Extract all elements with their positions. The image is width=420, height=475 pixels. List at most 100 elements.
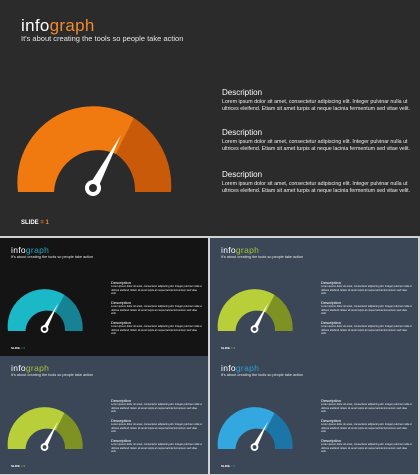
gauge-needle [253,421,269,448]
gauge-arc-light [217,407,275,449]
gauge-arc-dark [55,412,83,449]
slide-label: SLIDE [11,346,20,350]
slide-title: infograph [21,16,95,36]
gauge-needle [253,303,269,330]
gauge-arc-dark [116,118,172,192]
title-part-graph: graph [235,363,260,373]
description-body: Lorem ipsum dolor sit amet, consectetur … [111,403,202,414]
title-part-graph: graph [235,245,260,255]
description-title: Description [321,438,342,443]
description-body: Lorem ipsum dolor sit amet, consectetur … [222,139,411,153]
gauge-arc-light [217,289,275,331]
description-body: Lorem ipsum dolor sit amet, consectetur … [321,403,412,414]
gauge-needle [43,303,59,330]
main-slide[interactable]: infograph It's about creating the tools … [0,0,420,236]
slide-number: SLIDE = 1 [221,346,235,350]
slide-subtitle: It's about creating the tools so people … [221,255,304,259]
title-part-info: info [11,245,26,255]
gauge-chart [7,289,83,333]
description-title: Description [222,170,263,179]
slide-title: infograph [221,245,259,255]
title-part-info: info [21,16,50,35]
description-block: Description Lorem ipsum dolor sit amet, c… [111,418,203,434]
gauge-chart [17,106,172,196]
description-body: Lorem ipsum dolor sit amet, consectetur … [111,423,202,434]
slide-number-value: 1 [233,464,235,468]
gauge-arc-light [7,289,65,331]
description-title: Description [111,300,132,305]
gauge-arc-light [7,407,65,449]
description-title: Description [222,128,263,137]
gauge-arc-dark [265,412,293,449]
slide-number: SLIDE = 1 [21,220,49,226]
title-part-info: info [221,245,236,255]
slide-label: SLIDE [21,220,39,226]
title-part-graph: graph [49,16,95,35]
description-block: Description Lorem ipsum dolor sit amet, c… [111,280,203,296]
slide-title: infograph [221,363,259,373]
description-title: Description [111,418,132,423]
title-part-info: info [221,363,236,373]
description-title: Description [321,320,342,325]
gauge-arc-dark [265,294,293,331]
slide-thumbnail-lime[interactable]: infograph It's about creating the tools … [210,238,418,356]
slide-subtitle: It's about creating the tools so people … [11,373,94,377]
gauge-pivot-center [252,445,257,449]
description-body: Lorem ipsum dolor sit amet, consectetur … [321,305,412,316]
gauge-pivot-center [42,327,47,331]
description-title: Description [111,280,132,285]
slide-thumbnail-blue[interactable]: infograph It's about creating the tools … [210,356,418,474]
slide-label: SLIDE [221,464,230,468]
gauge-arc-light [17,106,134,192]
description-body: Lorem ipsum dolor sit amet, consectetur … [111,325,202,336]
slide-subtitle: It's about creating the tools so people … [11,255,94,259]
description-title: Description [321,398,342,403]
gauge-needle [43,421,59,448]
description-block: Description Lorem ipsum dolor sit amet, c… [222,170,412,196]
slide-number: SLIDE = 1 [221,464,235,468]
description-body: Lorem ipsum dolor sit amet, consectetur … [111,443,202,454]
gauge-chart [7,407,83,451]
description-body: Lorem ipsum dolor sit amet, consectetur … [321,285,412,296]
description-title: Description [222,88,263,97]
slide-title: infograph [11,363,49,373]
title-part-graph: graph [25,363,50,373]
slide-thumbnail-teal[interactable]: infograph It's about creating the tools … [0,238,208,356]
description-block: Description Lorem ipsum dolor sit amet, c… [222,88,412,114]
description-title: Description [111,438,132,443]
slide-thumbnail-olive[interactable]: infograph It's about creating the tools … [0,356,208,474]
gauge-needle [90,135,121,188]
description-block: Description Lorem ipsum dolor sit amet, c… [111,300,203,316]
description-block: Description Lorem ipsum dolor sit amet, c… [321,418,413,434]
slide-separator: = [40,220,44,226]
slide-title: infograph [11,245,49,255]
slide-subtitle: It's about creating the tools so people … [221,373,304,377]
description-title: Description [321,418,342,423]
description-block: Description Lorem ipsum dolor sit amet, c… [111,438,203,454]
gauge-pivot-center [89,184,97,192]
gauge-arc-dark [55,294,83,331]
description-title: Description [111,398,132,403]
slide-number: SLIDE = 1 [11,464,25,468]
description-block: Description Lorem ipsum dolor sit amet, c… [111,320,203,336]
description-body: Lorem ipsum dolor sit amet, consectetur … [222,181,411,195]
title-part-info: info [11,363,26,373]
description-block: Description Lorem ipsum dolor sit amet, c… [222,128,412,154]
description-body: Lorem ipsum dolor sit amet, consectetur … [222,99,411,113]
slide-number-value: 1 [23,346,25,350]
slide-number-value: 1 [45,220,49,226]
description-title: Description [321,280,342,285]
description-body: Lorem ipsum dolor sit amet, consectetur … [111,305,202,316]
slide-label: SLIDE [11,464,20,468]
title-part-graph: graph [25,245,50,255]
description-block: Description Lorem ipsum dolor sit amet, c… [321,438,413,454]
slide-number-value: 1 [23,464,25,468]
description-title: Description [321,300,342,305]
description-title: Description [111,320,132,325]
description-block: Description Lorem ipsum dolor sit amet, c… [111,398,203,414]
description-block: Description Lorem ipsum dolor sit amet, c… [321,320,413,336]
description-body: Lorem ipsum dolor sit amet, consectetur … [111,285,202,296]
slide-number-value: 1 [233,346,235,350]
description-body: Lorem ipsum dolor sit amet, consectetur … [321,443,412,454]
gauge-pivot-center [252,327,257,331]
